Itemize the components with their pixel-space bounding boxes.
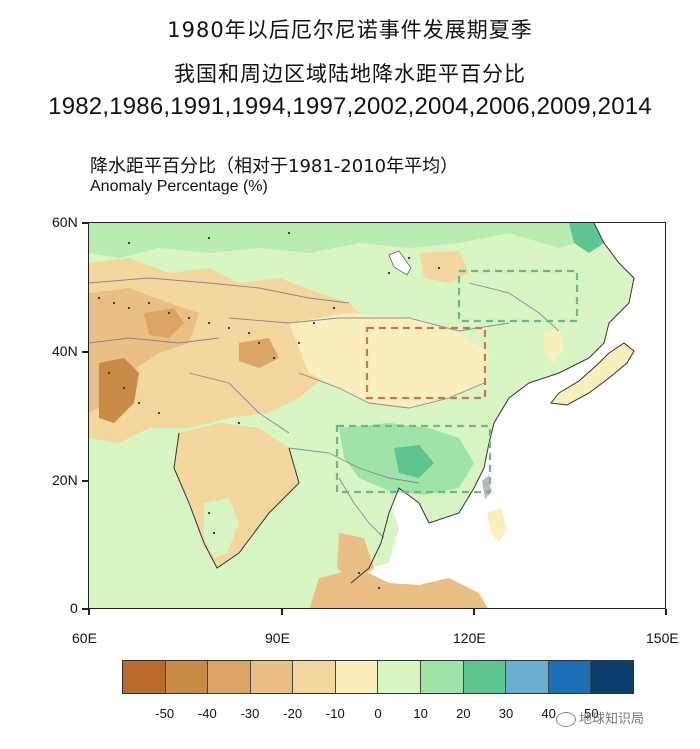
ytick-60n — [82, 222, 88, 224]
wechat-icon — [556, 712, 576, 727]
title-line-1: 1980年以后厄尔尼诺事件发展期夏季 — [167, 18, 533, 42]
central-china-pale — [289, 313, 489, 408]
ytick-20n — [82, 480, 88, 482]
coastlines — [173, 223, 635, 584]
japan — [551, 343, 634, 405]
colorbar-segment — [506, 661, 549, 693]
xlabel-120e: 120E — [453, 630, 486, 646]
colorbar-segment — [165, 661, 209, 693]
colorbar-segment — [548, 661, 592, 693]
mongolia-dry — [419, 251, 469, 283]
kamchatka-wet — [569, 223, 604, 253]
xtick-150e — [665, 609, 667, 615]
colorbar-label: 0 — [374, 706, 382, 721]
philippines — [487, 508, 507, 543]
subtitle-chinese: 降水距平百分比（相对于1981-2010年平均） — [90, 156, 459, 177]
watermark: 地球知识局 — [556, 708, 644, 727]
xlabel-150e: 150E — [646, 630, 679, 646]
colorbar-segment — [293, 661, 336, 693]
title-line-2: 我国和周边区域陆地降水距平百分比 — [174, 62, 526, 86]
xlabel-90e: 90E — [265, 630, 290, 646]
watermark-text: 地球知识局 — [579, 712, 645, 727]
colorbar-label: 50 — [584, 706, 599, 721]
lake-baikal — [388, 250, 412, 276]
colorbar-segment — [378, 661, 422, 693]
precipitation-anomaly-map — [89, 223, 665, 608]
india-south-wet — [204, 498, 239, 558]
dry-core-tarim — [239, 338, 279, 368]
colorbar-label: 30 — [498, 706, 514, 721]
colorbar-segment — [208, 661, 251, 693]
colorbar — [122, 660, 634, 694]
country-borders — [89, 277, 560, 539]
colorbar-label: -50 — [155, 706, 175, 721]
ylabel-40n: 40N — [52, 343, 78, 359]
colorbar-label: -40 — [197, 706, 217, 721]
xtick-60e — [88, 609, 90, 615]
subtitle-english: Anomaly Percentage (%) — [90, 178, 268, 195]
dry-core-aral — [144, 308, 184, 338]
map-panel — [88, 222, 666, 609]
colorbar-label: 40 — [541, 706, 556, 721]
colorbar-label: 10 — [413, 706, 428, 721]
box-south-china — [335, 424, 492, 494]
colorbar-label: -10 — [325, 706, 345, 721]
significance-dots — [97, 231, 441, 590]
colorbar-label: -20 — [283, 706, 303, 721]
box-north-china — [365, 326, 487, 400]
korea — [544, 328, 564, 363]
ylabel-60n: 60N — [52, 214, 78, 230]
colorbar-segment — [335, 661, 379, 693]
ylabel-0: 0 — [70, 600, 78, 616]
colorbar-segment — [591, 661, 633, 693]
title-years: 1982,1986,1991,1994,1997,2002,2004,2006,… — [48, 93, 652, 120]
ytick-0 — [82, 608, 88, 610]
siberia-wet — [89, 223, 594, 258]
northeast-asia — [429, 238, 594, 333]
xlabel-60e: 60E — [72, 630, 97, 646]
colorbar-label: -30 — [240, 706, 260, 721]
colorbar-segment — [421, 661, 464, 693]
indochina-dry — [337, 533, 374, 583]
colorbar-label: 20 — [456, 706, 471, 721]
colorbar-segment — [463, 661, 507, 693]
xtick-90e — [281, 609, 283, 615]
south-china-wet-strong — [394, 445, 434, 478]
ytick-40n — [82, 351, 88, 353]
indochina — [329, 483, 399, 568]
xtick-120e — [473, 609, 475, 615]
dry-core-caspian — [99, 358, 139, 423]
colorbar-segment — [123, 661, 166, 693]
ylabel-20n: 20N — [52, 472, 78, 488]
colorbar-segment — [250, 661, 294, 693]
